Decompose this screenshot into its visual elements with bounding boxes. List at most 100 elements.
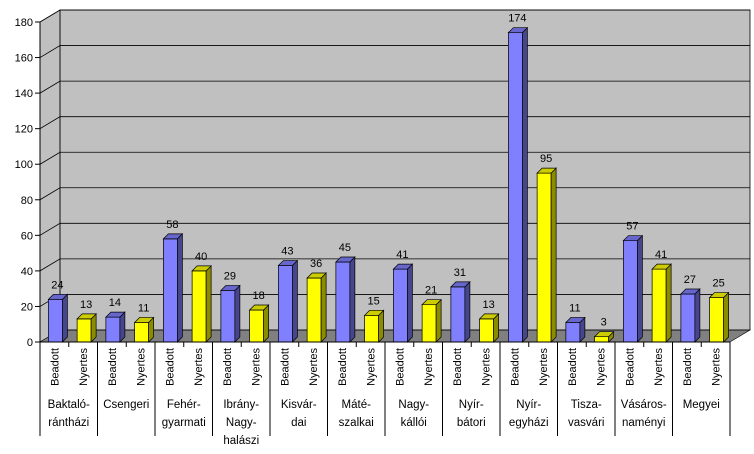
chart-side-wall xyxy=(39,9,61,343)
bar-top-nyertes xyxy=(478,313,500,320)
data-label: 40 xyxy=(195,251,207,263)
x-series-label: Beadott xyxy=(107,348,119,386)
bar-top-nyertes xyxy=(133,317,155,323)
bar-side-nyertes xyxy=(665,263,672,343)
bar-front-beadott xyxy=(48,298,63,343)
bar-top-nyertes xyxy=(421,299,442,306)
x-series-label: Beadott xyxy=(567,348,579,386)
bar-top-nyertes xyxy=(708,292,730,298)
bar-top-beadott xyxy=(220,285,241,291)
bar-side-beadott xyxy=(637,234,643,343)
bar-side-beadott xyxy=(522,26,528,343)
bar-front-nyertes xyxy=(364,314,379,343)
x-group-label: Megyei xyxy=(683,399,720,411)
bar-side-nyertes xyxy=(320,272,327,343)
data-label: 27 xyxy=(684,274,696,286)
bar-front-nyertes xyxy=(479,318,494,343)
x-series-label: Beadott xyxy=(49,348,61,386)
y-tick-label: 80 xyxy=(21,195,33,207)
bar-side-beadott xyxy=(177,233,183,343)
data-label: 36 xyxy=(310,258,322,270)
data-label: 18 xyxy=(253,290,265,302)
bar-top-nyertes xyxy=(536,167,557,174)
y-tick-label: 20 xyxy=(21,301,33,313)
x-series-label: Beadott xyxy=(682,348,694,386)
data-label: 25 xyxy=(713,278,725,290)
x-series-label: Nyertes xyxy=(78,348,90,386)
bar-front-nyertes xyxy=(421,304,437,343)
data-label: 29 xyxy=(224,270,236,282)
bar-front-beadott xyxy=(623,240,638,343)
x-series-label: Nyertes xyxy=(481,348,493,386)
bar-side-nyertes xyxy=(723,291,729,343)
y-tick-label: 60 xyxy=(21,230,33,242)
bar-front-beadott xyxy=(220,290,236,343)
bar-front-nyertes xyxy=(191,270,207,343)
x-group-label: naményi xyxy=(622,417,665,429)
x-group-label: vasvári xyxy=(568,417,604,429)
data-label: 41 xyxy=(655,249,667,261)
x-series-label: Beadott xyxy=(394,348,406,386)
x-group-label: bátori xyxy=(457,417,486,429)
bar-side-beadott xyxy=(62,293,68,343)
x-series-label: Beadott xyxy=(164,348,176,386)
bar-top-nyertes xyxy=(363,309,385,316)
bar-side-beadott xyxy=(234,284,241,343)
data-label: 45 xyxy=(339,242,351,254)
x-group-label: Ibrány- xyxy=(223,399,259,411)
x-group-label: dai xyxy=(291,417,306,429)
y-tick-label: 40 xyxy=(21,266,33,278)
data-label: 43 xyxy=(281,246,293,258)
x-series-label: Beadott xyxy=(337,348,349,386)
bar-top-beadott xyxy=(335,256,356,263)
x-group-label: halászi xyxy=(223,435,259,447)
bar-front-beadott xyxy=(565,322,581,343)
bar-front-beadott xyxy=(335,261,351,343)
x-series-label: Beadott xyxy=(452,348,464,386)
bar-front-nyertes xyxy=(76,318,92,343)
x-group-label: Nyír- xyxy=(459,399,484,411)
x-group-label: Máté- xyxy=(342,399,372,411)
data-label: 11 xyxy=(138,302,149,314)
x-series-label: Nyertes xyxy=(423,348,435,386)
data-label: 41 xyxy=(396,249,408,261)
bar-front-nyertes xyxy=(594,336,609,343)
bar-top-beadott xyxy=(392,263,414,270)
bar-side-beadott xyxy=(407,263,413,343)
bar-front-nyertes xyxy=(536,172,552,343)
x-group-label: Nyír- xyxy=(516,399,541,411)
data-label: 57 xyxy=(626,221,638,233)
y-tick-label: 120 xyxy=(15,124,33,136)
bar-side-beadott xyxy=(694,288,701,343)
y-tick-label: 0 xyxy=(27,337,33,349)
bar-top-beadott xyxy=(680,288,701,295)
bar-front-nyertes xyxy=(709,297,724,343)
bar-top-nyertes xyxy=(651,263,672,270)
bar-front-beadott xyxy=(680,293,696,343)
x-group-label: szalkai xyxy=(339,417,374,429)
bar-side-nyertes xyxy=(205,265,212,343)
bar-side-nyertes xyxy=(550,167,557,343)
data-label: 11 xyxy=(569,302,580,314)
bar-front-nyertes xyxy=(249,309,264,343)
bar-front-beadott xyxy=(508,32,523,343)
bar-top-nyertes xyxy=(76,313,97,320)
bar-top-beadott xyxy=(622,235,644,242)
x-group-label: Csengeri xyxy=(103,399,149,411)
data-label: 13 xyxy=(80,299,92,311)
bar-top-nyertes xyxy=(248,304,270,311)
bar-side-beadott xyxy=(292,259,298,343)
data-label: 14 xyxy=(109,297,121,309)
bar-front-beadott xyxy=(450,286,466,343)
x-group-label: egyházi xyxy=(509,417,549,429)
bar-top-beadott xyxy=(105,311,126,318)
x-series-label: Nyertes xyxy=(711,348,723,386)
bar-side-nyertes xyxy=(378,309,384,343)
bar-side-beadott xyxy=(464,281,471,343)
data-label: 95 xyxy=(540,153,552,165)
x-series-label: Nyertes xyxy=(136,348,148,386)
bar-side-nyertes xyxy=(263,304,269,343)
data-label: 15 xyxy=(368,295,380,307)
